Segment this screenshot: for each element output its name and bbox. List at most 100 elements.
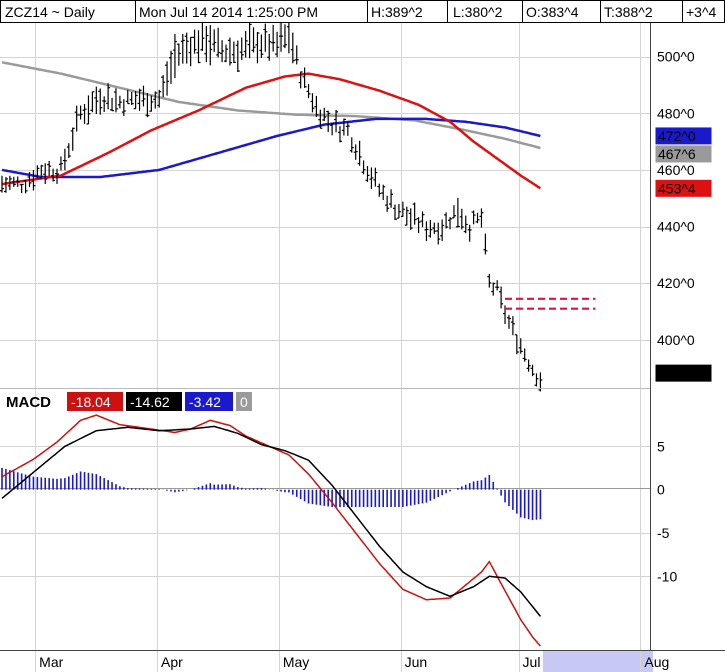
month-label: Apr: [161, 654, 183, 670]
open-label: O:383^4: [526, 4, 579, 20]
price-bar: [129, 91, 134, 106]
macd-badge-label: 0: [240, 394, 248, 410]
macd-badge-label: -14.62: [130, 394, 170, 410]
price-bar: [180, 33, 185, 64]
macd-badge-bg: [185, 392, 233, 411]
price-bar: [251, 27, 256, 53]
price-bar: [271, 24, 276, 52]
price-bar: [463, 215, 468, 234]
last-label: T:388^2: [604, 4, 653, 20]
price-axis: 400^0 420^0 440^0 460^0 480^0 500^0: [657, 49, 695, 348]
price-bar: [377, 183, 382, 197]
macd-axis: 5 0 -5 -10: [657, 438, 677, 584]
price-bar: [357, 140, 362, 166]
price-bar: [165, 61, 170, 96]
symbol-label: ZCZ14 ~ Daily: [5, 4, 95, 20]
price-bar: [530, 364, 535, 377]
price-bar: [62, 148, 67, 171]
price-bar: [216, 27, 221, 58]
price-bar: [408, 208, 413, 230]
price-bar: [121, 99, 126, 116]
price-bar: [514, 334, 519, 355]
price-bar: [471, 210, 476, 225]
change-label: +3^4: [686, 4, 717, 20]
price-bar: [176, 43, 181, 66]
price-bar: [534, 373, 539, 387]
macd-badge: 0: [236, 392, 252, 411]
price-bar: [330, 122, 335, 136]
month-label: Mar: [39, 654, 63, 670]
price-marker: 453^4: [654, 178, 713, 198]
price-bar: [0, 175, 4, 193]
price-bar: [172, 34, 177, 78]
price-bar: [279, 22, 284, 52]
price-bar: [3, 177, 8, 193]
price-bar: [345, 121, 350, 136]
price-bar: [224, 44, 229, 63]
price-bar: [436, 222, 441, 245]
price-bar: [145, 93, 150, 118]
price-bar: [483, 233, 488, 255]
price-bar: [235, 40, 240, 72]
macd-legend: MACD -18.04 -14.62 -3.42 0: [6, 392, 252, 411]
price-marker: 388^2: [654, 363, 713, 383]
macd-title: MACD: [6, 394, 51, 411]
price-marker-label: 388^2: [658, 365, 696, 381]
month-label: May: [283, 654, 309, 670]
price-bar: [106, 83, 111, 110]
macd-tick-label: -10: [657, 568, 677, 584]
price-bar: [157, 89, 162, 108]
price-tick-label: 420^0: [657, 275, 695, 291]
resistance-lines: [505, 297, 596, 310]
macd-badge-label: -18.04: [71, 394, 111, 410]
price-marker-label: 467^6: [658, 146, 696, 162]
price-bar: [479, 208, 484, 228]
price-bar: [161, 75, 166, 98]
price-bar: [31, 170, 36, 191]
price-bar: [499, 286, 504, 309]
price-bar: [420, 211, 425, 228]
price-bar: [506, 315, 511, 329]
price-bar: [302, 67, 307, 88]
price-marker-bg: [654, 363, 713, 383]
price-bar: [239, 37, 244, 61]
price-bar: [322, 107, 327, 122]
price-bar: [475, 212, 480, 224]
price-bar: [78, 105, 83, 120]
price-bar: [27, 172, 32, 188]
price-bar: [184, 32, 189, 64]
price-bar: [448, 217, 453, 230]
price-bar: [424, 221, 429, 242]
price-bar: [243, 30, 248, 58]
price-bar: [212, 29, 217, 52]
time-axis: Mar Apr May Jun Jul Aug: [39, 654, 669, 670]
price-marker: 472^0: [654, 126, 713, 146]
price-bar: [373, 167, 378, 187]
price-bar: [23, 179, 28, 194]
price-tick-label: 500^0: [657, 49, 695, 65]
datetime-label: Mon Jul 14 2014 1:25:00 PM: [139, 4, 318, 20]
price-bar: [47, 160, 52, 176]
price-bar: [66, 143, 71, 158]
price-tick-label: 480^0: [657, 105, 695, 121]
price-bar: [58, 156, 63, 171]
price-bar: [349, 137, 354, 153]
price-bar: [113, 88, 118, 113]
price-marker-bg: [654, 144, 713, 164]
price-bar: [326, 110, 331, 132]
macd-badge: -14.62: [126, 392, 182, 411]
price-bar: [510, 316, 515, 336]
price-bar: [444, 212, 449, 229]
price-bar: [522, 348, 527, 362]
price-bar: [259, 34, 264, 58]
price-markers: 472^0 467^6 453^4 388^2: [654, 126, 713, 383]
macd-badge-bg: [67, 392, 123, 411]
price-bar: [70, 127, 75, 151]
price-bar: [467, 224, 472, 242]
price-bar: [314, 95, 319, 117]
price-marker-bg: [654, 178, 713, 198]
price-bar: [455, 197, 460, 228]
price-bar: [117, 95, 122, 109]
price-bar: [90, 91, 95, 113]
macd-tick-label: 5: [657, 438, 665, 454]
